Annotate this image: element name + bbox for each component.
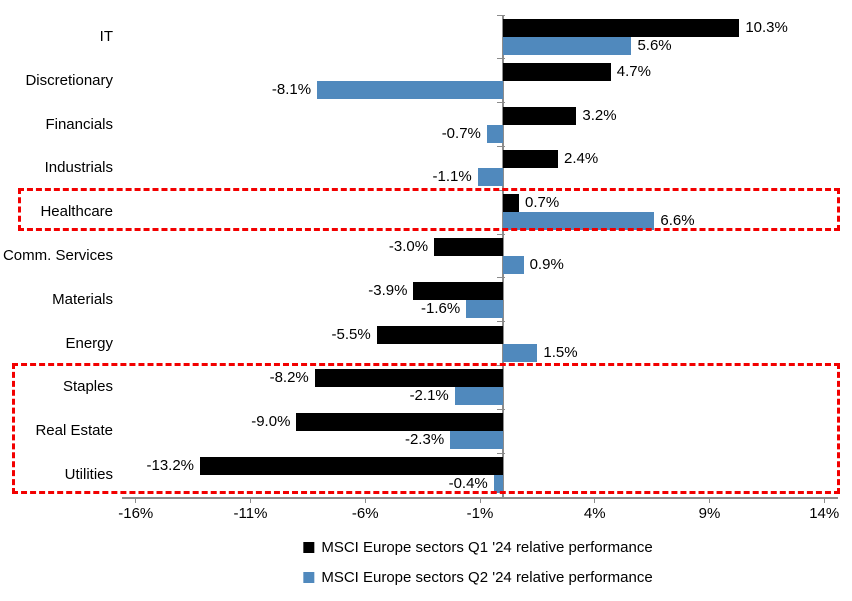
category-label: Materials: [52, 290, 113, 308]
highlight-box: [18, 187, 840, 232]
bar: [413, 281, 503, 300]
category-label: Industrials: [44, 159, 113, 177]
bar: [502, 150, 558, 169]
bar: [502, 106, 577, 125]
bar: [502, 343, 538, 362]
category-label: Financials: [45, 115, 113, 133]
y-axis-tick: [496, 233, 505, 235]
bar-value-label: 5.6%: [637, 36, 672, 54]
bar: [296, 413, 503, 432]
bar: [502, 18, 740, 37]
bar-value-label: -8.1%: [271, 80, 312, 98]
bar-value-label: 2.4%: [564, 150, 599, 168]
bar: [502, 194, 519, 213]
bar-value-label: 4.7%: [616, 62, 651, 80]
x-tick-label: -1%: [466, 505, 494, 522]
bar: [376, 325, 503, 344]
category-label: Discretionary: [25, 71, 113, 89]
category-label: Real Estate: [35, 422, 113, 440]
bar: [486, 124, 503, 143]
bar-value-label: 1.5%: [543, 343, 578, 361]
bar-value-label: -2.3%: [404, 431, 445, 449]
category-label: IT: [99, 27, 113, 45]
bar: [314, 369, 503, 388]
x-tick-label: 4%: [583, 505, 606, 522]
x-tick-label: 9%: [698, 505, 721, 522]
y-axis-tick: [496, 321, 505, 323]
bar: [493, 475, 503, 494]
y-axis-tick: [496, 452, 505, 454]
bar-value-label: -13.2%: [146, 457, 195, 475]
x-axis-tick: [708, 497, 710, 503]
legend-label: MSCI Europe sectors Q2 '24 relative perf…: [321, 568, 653, 586]
bar-value-label: -3.0%: [388, 238, 429, 255]
bar-value-label: -3.9%: [368, 281, 408, 299]
y-axis-tick: [496, 408, 505, 410]
legend-entry: MSCI Europe sectors Q1 '24 relative perf…: [303, 536, 653, 558]
bar: [450, 431, 503, 450]
y-axis-tick: [496, 145, 505, 147]
x-tick-label: 14%: [809, 505, 840, 522]
bar: [200, 457, 503, 476]
bar: [502, 36, 632, 55]
x-axis-tick: [594, 497, 596, 503]
bar-value-label: -5.5%: [331, 325, 371, 343]
bar: [502, 256, 524, 274]
bar-value-label: -0.4%: [448, 475, 488, 493]
x-axis-tick: [823, 497, 825, 503]
bar: [466, 299, 503, 318]
bar-value-label: 10.3%: [745, 18, 788, 36]
legend: MSCI Europe sectors Q1 '24 relative perf…: [303, 536, 653, 588]
bar-value-label: 3.2%: [582, 106, 617, 124]
category-label: Staples: [62, 378, 113, 396]
y-axis-tick: [496, 102, 505, 104]
x-tick-label: -6%: [351, 505, 379, 522]
x-axis-tick: [364, 497, 366, 503]
highlight-box: [12, 363, 840, 494]
category-label: Energy: [65, 334, 113, 352]
bar-value-label: 0.7%: [525, 194, 560, 212]
bar: [454, 387, 503, 406]
bar: [317, 80, 503, 99]
bar: [502, 62, 611, 81]
bar-value-label: -1.6%: [421, 299, 461, 317]
bar-value-label: -0.7%: [441, 124, 481, 142]
legend-entry: MSCI Europe sectors Q2 '24 relative perf…: [303, 566, 653, 588]
legend-marker-icon: [303, 541, 315, 553]
bar-value-label: -8.2%: [269, 369, 309, 387]
bar-value-label: -9.0%: [251, 413, 291, 431]
y-axis-tick: [496, 14, 505, 16]
x-tick-label: -11%: [233, 505, 268, 522]
bar-value-label: -2.1%: [409, 387, 449, 405]
x-axis-tick: [250, 497, 251, 503]
y-axis-tick: [496, 277, 505, 279]
bar-value-label: -1.1%: [432, 168, 472, 186]
bar: [477, 168, 503, 187]
x-axis-tick: [479, 497, 481, 503]
bar: [434, 238, 503, 256]
category-label: Comm. Services: [2, 247, 113, 264]
x-axis-tick: [135, 497, 137, 503]
category-label: Utilities: [64, 466, 113, 484]
category-label: Healthcare: [40, 203, 113, 221]
x-tick-label: -16%: [118, 505, 154, 522]
bar-value-label: 6.6%: [660, 212, 695, 230]
bar: [502, 212, 655, 231]
y-axis-tick: [496, 58, 505, 60]
legend-label: MSCI Europe sectors Q1 '24 relative perf…: [321, 538, 653, 556]
legend-marker-icon: [303, 571, 315, 583]
bar-value-label: 0.9%: [529, 256, 564, 273]
